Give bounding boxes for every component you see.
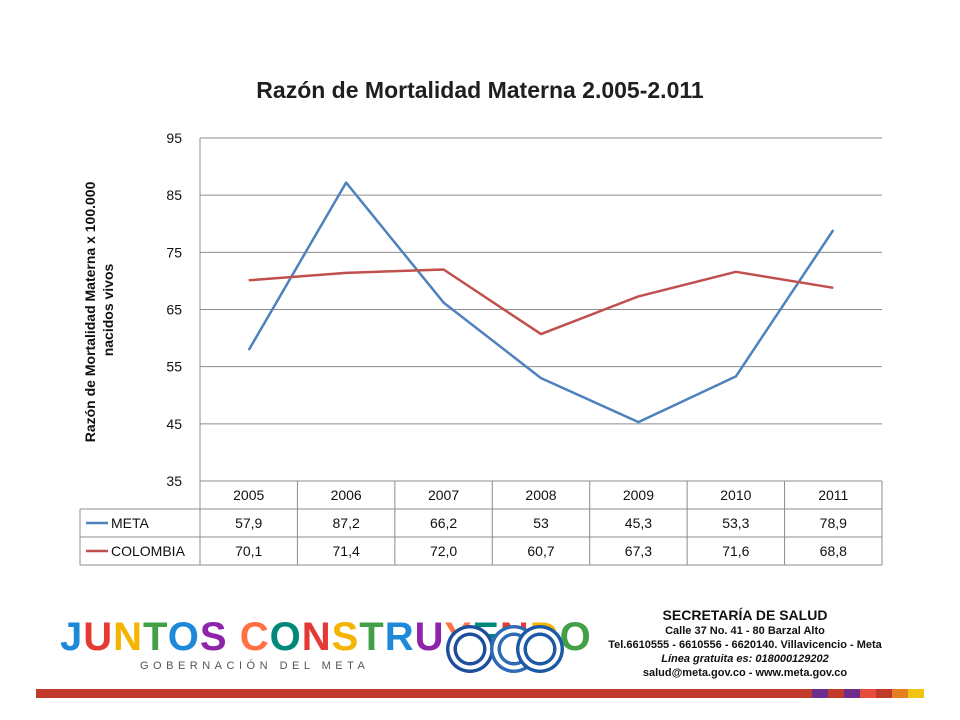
logo-letter: N: [113, 615, 144, 659]
chart-title: Razón de Mortalidad Materna 2.005-2.011: [256, 77, 704, 103]
contact-address: Calle 37 No. 41 - 80 Barzal Alto: [665, 625, 825, 637]
contact-web: salud@meta.gov.co - www.meta.gov.co: [642, 667, 848, 679]
x-tick-label: 2010: [720, 487, 751, 503]
color-bar-segment: [892, 689, 908, 698]
data-label: 53: [533, 515, 549, 531]
series-lines: [247, 181, 835, 424]
gridlines: [199, 137, 882, 481]
data-label: 71,4: [333, 543, 360, 559]
y-axis-label-line-1: Razón de Mortalidad Materna x 100.000: [82, 181, 98, 442]
x-tick-label: 2007: [428, 487, 459, 503]
y-tick-label: 65: [166, 302, 182, 318]
y-tick-label: 85: [166, 187, 182, 203]
logo-space: [228, 615, 240, 659]
data-label: 70,1: [235, 543, 262, 559]
color-bar-segment: [36, 689, 812, 698]
gobernacion-seal-icon: [446, 625, 494, 673]
color-bar-segment: [828, 689, 844, 698]
logo-letter: O: [167, 615, 200, 659]
logo-letter: U: [414, 615, 445, 659]
data-label: 53,3: [722, 515, 749, 531]
contact-title: SECRETARÍA DE SALUD: [662, 607, 828, 623]
data-label: 87,2: [333, 515, 360, 531]
logo-letter: N: [301, 615, 332, 659]
y-axis-label: Razón de Mortalidad Materna x 100.000 na…: [82, 178, 116, 443]
data-label: 78,9: [820, 515, 847, 531]
data-label: 66,2: [430, 515, 457, 531]
contact-info: SECRETARÍA DE SALUD Calle 37 No. 41 - 80…: [590, 606, 900, 680]
data-label: 71,6: [722, 543, 749, 559]
legend-label: META: [111, 515, 150, 531]
data-label: 45,3: [625, 515, 652, 531]
x-tick-label: 2008: [525, 487, 556, 503]
logo-letter: U: [83, 615, 114, 659]
y-axis-label-line-2: nacidos vivos: [100, 263, 116, 356]
y-ticks: 35 45 55 65 75 85 95: [166, 130, 182, 489]
y-tick-label: 75: [166, 244, 182, 260]
color-bar-segment: [876, 689, 892, 698]
iqnet-certification-icon: [516, 625, 564, 673]
data-label: 72,0: [430, 543, 457, 559]
color-bar-segment: [844, 689, 860, 698]
chart: Razón de Mortalidad Materna 2.005-2.011 …: [79, 77, 883, 566]
data-label: 68,8: [820, 543, 847, 559]
data-table: 2005 2006 2007 2008 2009 2010 2011 META 57,9 87,2…: [79, 480, 883, 566]
logo-letter: S: [331, 615, 360, 659]
logo-letter: T: [359, 615, 385, 659]
color-bar-segment: [908, 689, 924, 698]
y-tick-label: 35: [166, 473, 182, 489]
x-tick-label: 2011: [818, 487, 848, 503]
logo-letter: T: [143, 615, 168, 659]
logo-letter: J: [60, 615, 84, 659]
y-tick-label: 95: [166, 130, 182, 146]
data-label: 67,3: [625, 543, 652, 559]
logo-letter: S: [199, 615, 228, 659]
color-bar-segment: [860, 689, 876, 698]
series-line-meta: [247, 181, 835, 424]
contact-hotline: Línea gratuita es: 018000129202: [661, 653, 829, 665]
data-label: 60,7: [527, 543, 554, 559]
y-tick-label: 55: [166, 359, 182, 375]
logo-letter: O: [269, 615, 302, 659]
logo-letter: R: [384, 615, 415, 659]
series-line-colombia: [248, 268, 834, 336]
contact-phones: Tel.6610555 - 6610556 - 6620140. Villavi…: [608, 639, 882, 651]
data-label: 57,9: [235, 515, 262, 531]
footer-color-bar: [36, 689, 924, 698]
logo-letter: O: [559, 615, 592, 659]
color-bar-segment: [812, 689, 828, 698]
logo-subtitle: GOBERNACIÓN DEL META: [140, 660, 370, 672]
x-tick-label: 2006: [331, 487, 362, 503]
x-tick-label: 2009: [623, 487, 654, 503]
y-tick-label: 45: [166, 416, 182, 432]
x-tick-label: 2005: [233, 487, 264, 503]
logo-letter: C: [239, 615, 270, 659]
legend-label: COLOMBIA: [111, 543, 186, 559]
